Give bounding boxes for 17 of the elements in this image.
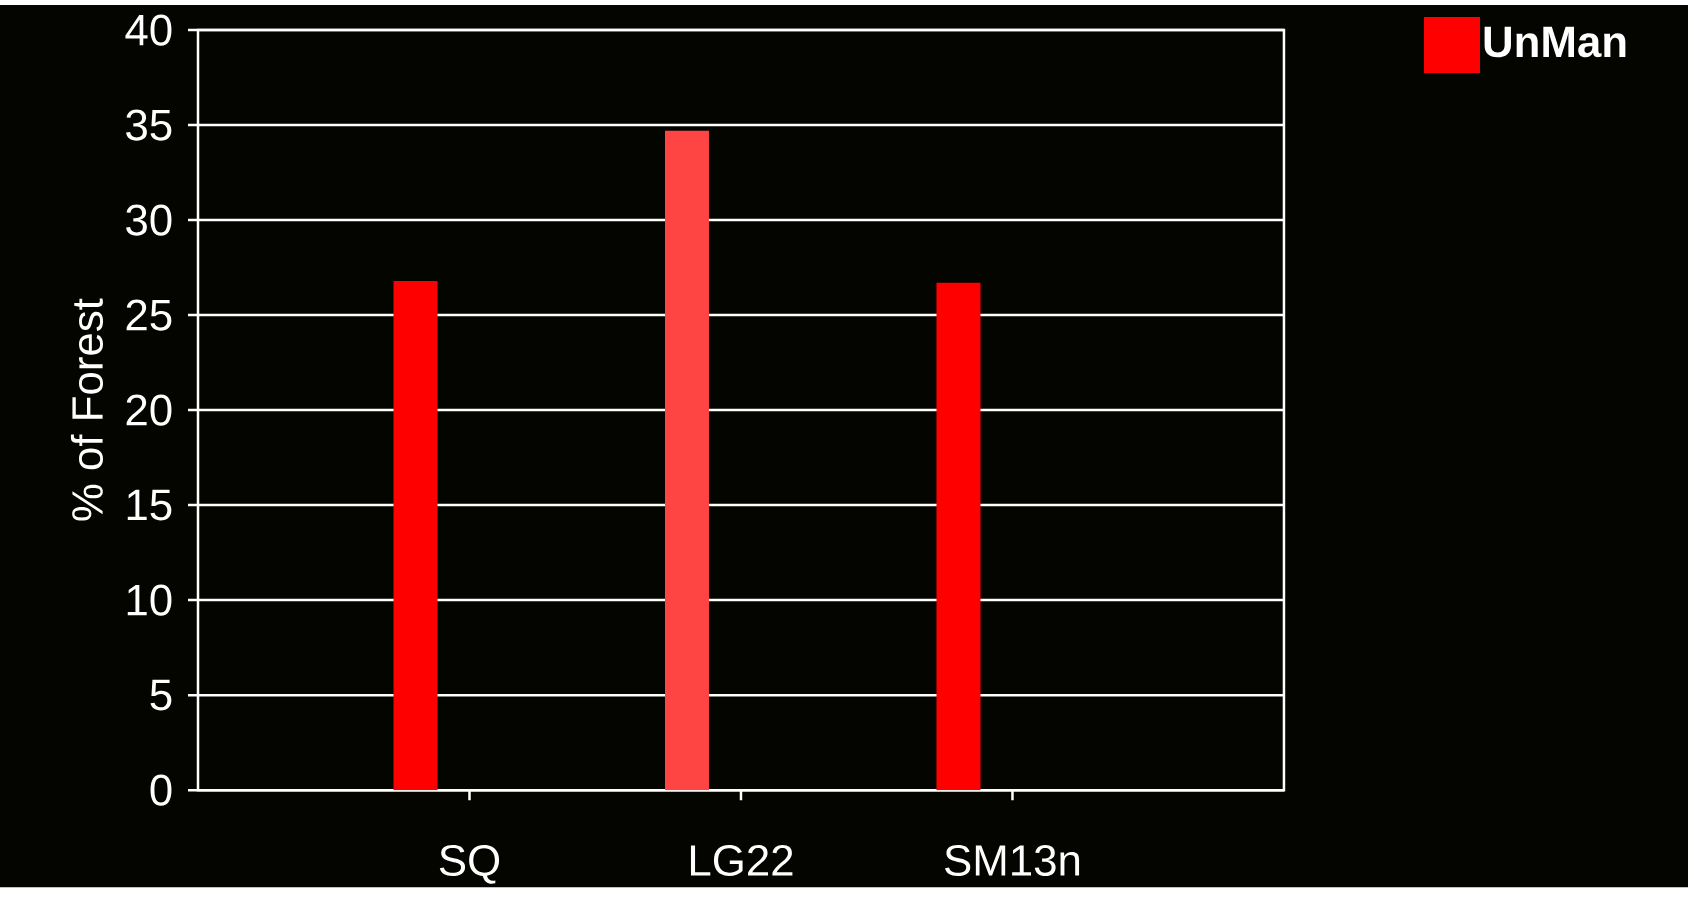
y-tick-label: 0 xyxy=(150,774,172,806)
bar xyxy=(393,280,438,790)
y-tick-label: 30 xyxy=(126,204,172,236)
y-tick-label: 20 xyxy=(126,394,172,426)
x-tick-label: LG22 xyxy=(690,844,793,876)
y-tick-label: 40 xyxy=(125,14,172,46)
x-tick-label: SQ xyxy=(439,844,500,884)
y-tick-label: 5 xyxy=(150,679,172,711)
y-tick-label: 35 xyxy=(126,109,172,141)
y-tick-label: 15 xyxy=(127,489,172,521)
y-tick-label: 10 xyxy=(127,584,172,616)
bar xyxy=(664,130,709,790)
bar xyxy=(936,282,981,790)
legend-label: UnMan xyxy=(1484,26,1626,58)
y-axis-title: % of Forest xyxy=(70,298,104,521)
x-tick-label: SM13n xyxy=(945,844,1080,876)
y-tick-label: 25 xyxy=(126,299,172,331)
